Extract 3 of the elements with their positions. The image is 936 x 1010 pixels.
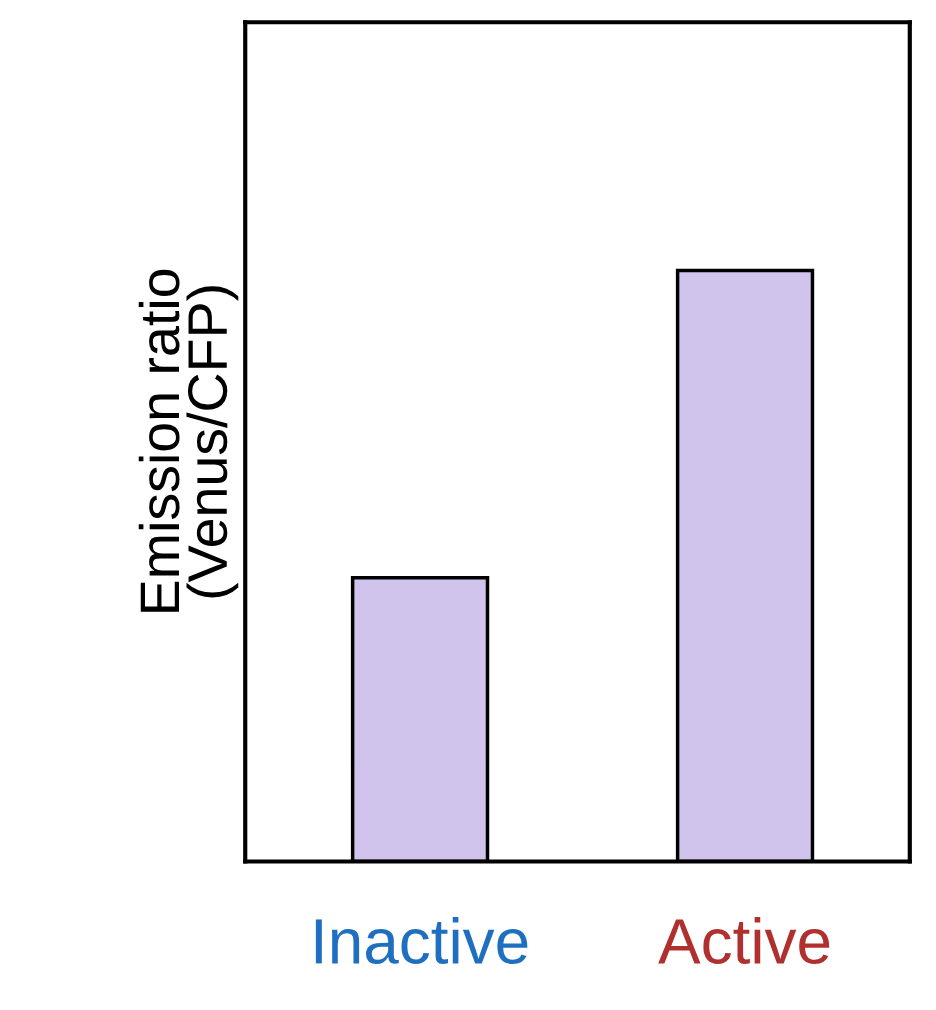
x-tick-label: Inactive [315, 917, 528, 965]
y-axis-title: Emission ratio (Venus/CFP) [138, 269, 239, 612]
x-tick-label: Active [658, 917, 830, 965]
